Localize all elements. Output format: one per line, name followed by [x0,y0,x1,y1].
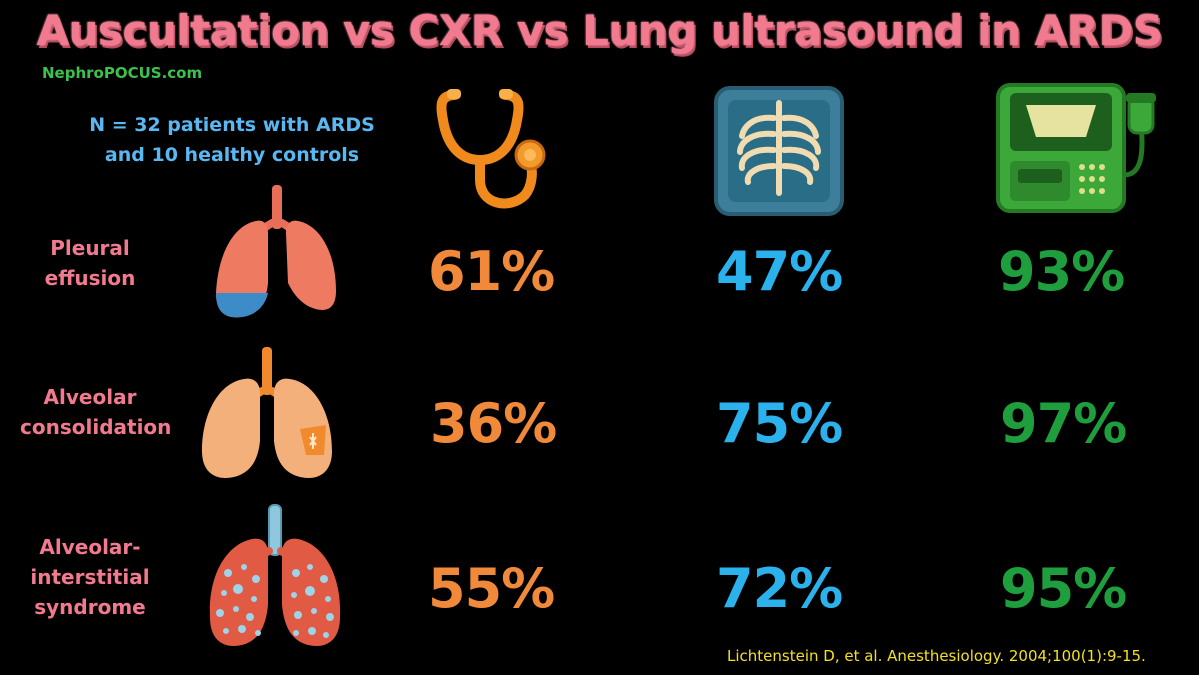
pleural-effusion-ultrasound-value: 93% [998,240,1125,303]
lungs-consolidation-icon [202,347,332,478]
row-label-line: syndrome [34,595,146,619]
consolidation-ultrasound-value: 97% [1000,392,1127,455]
pleural-effusion-cxr-value: 47% [716,240,843,303]
citation: Lichtenstein D, et al. Anesthesiology. 2… [727,647,1146,665]
interstitial-auscultation-value: 55% [428,557,555,620]
cohort-line-1: N = 32 patients with ARDS [89,114,375,136]
consolidation-auscultation-value: 36% [430,392,557,455]
row-label-line: effusion [44,266,136,290]
chest-xray-icon [714,86,844,216]
lungs-interstitial-syndrome-icon [209,504,341,646]
row-label-line: Alveolar [43,385,137,409]
cohort-description: N = 32 patients with ARDS and 10 healthy… [62,110,402,170]
pleural-effusion-auscultation-value: 61% [428,240,555,303]
page-title: Auscultation vs CXR vs Lung ultrasound i… [36,6,1163,55]
consolidation-cxr-value: 75% [716,392,843,455]
ultrasound-machine-icon [996,83,1156,213]
row-label-alveolar-interstitial-syndrome: Alveolar- interstitial syndrome [20,532,160,622]
lungs-pleural-effusion-icon [216,185,336,318]
stethoscope-icon [436,89,546,209]
row-label-line: Alveolar- [39,535,141,559]
brand-label: NephroPOCUS.com [42,64,203,82]
row-label-line: Pleural [50,236,130,260]
interstitial-cxr-value: 72% [716,557,843,620]
cohort-line-2: and 10 healthy controls [104,144,360,166]
interstitial-ultrasound-value: 95% [1000,557,1127,620]
row-label-alveolar-consolidation: Alveolar consolidation [20,382,172,442]
row-label-pleural-effusion: Pleural effusion [20,233,160,293]
row-label-line: consolidation [20,415,172,439]
row-label-line: interstitial [30,565,150,589]
